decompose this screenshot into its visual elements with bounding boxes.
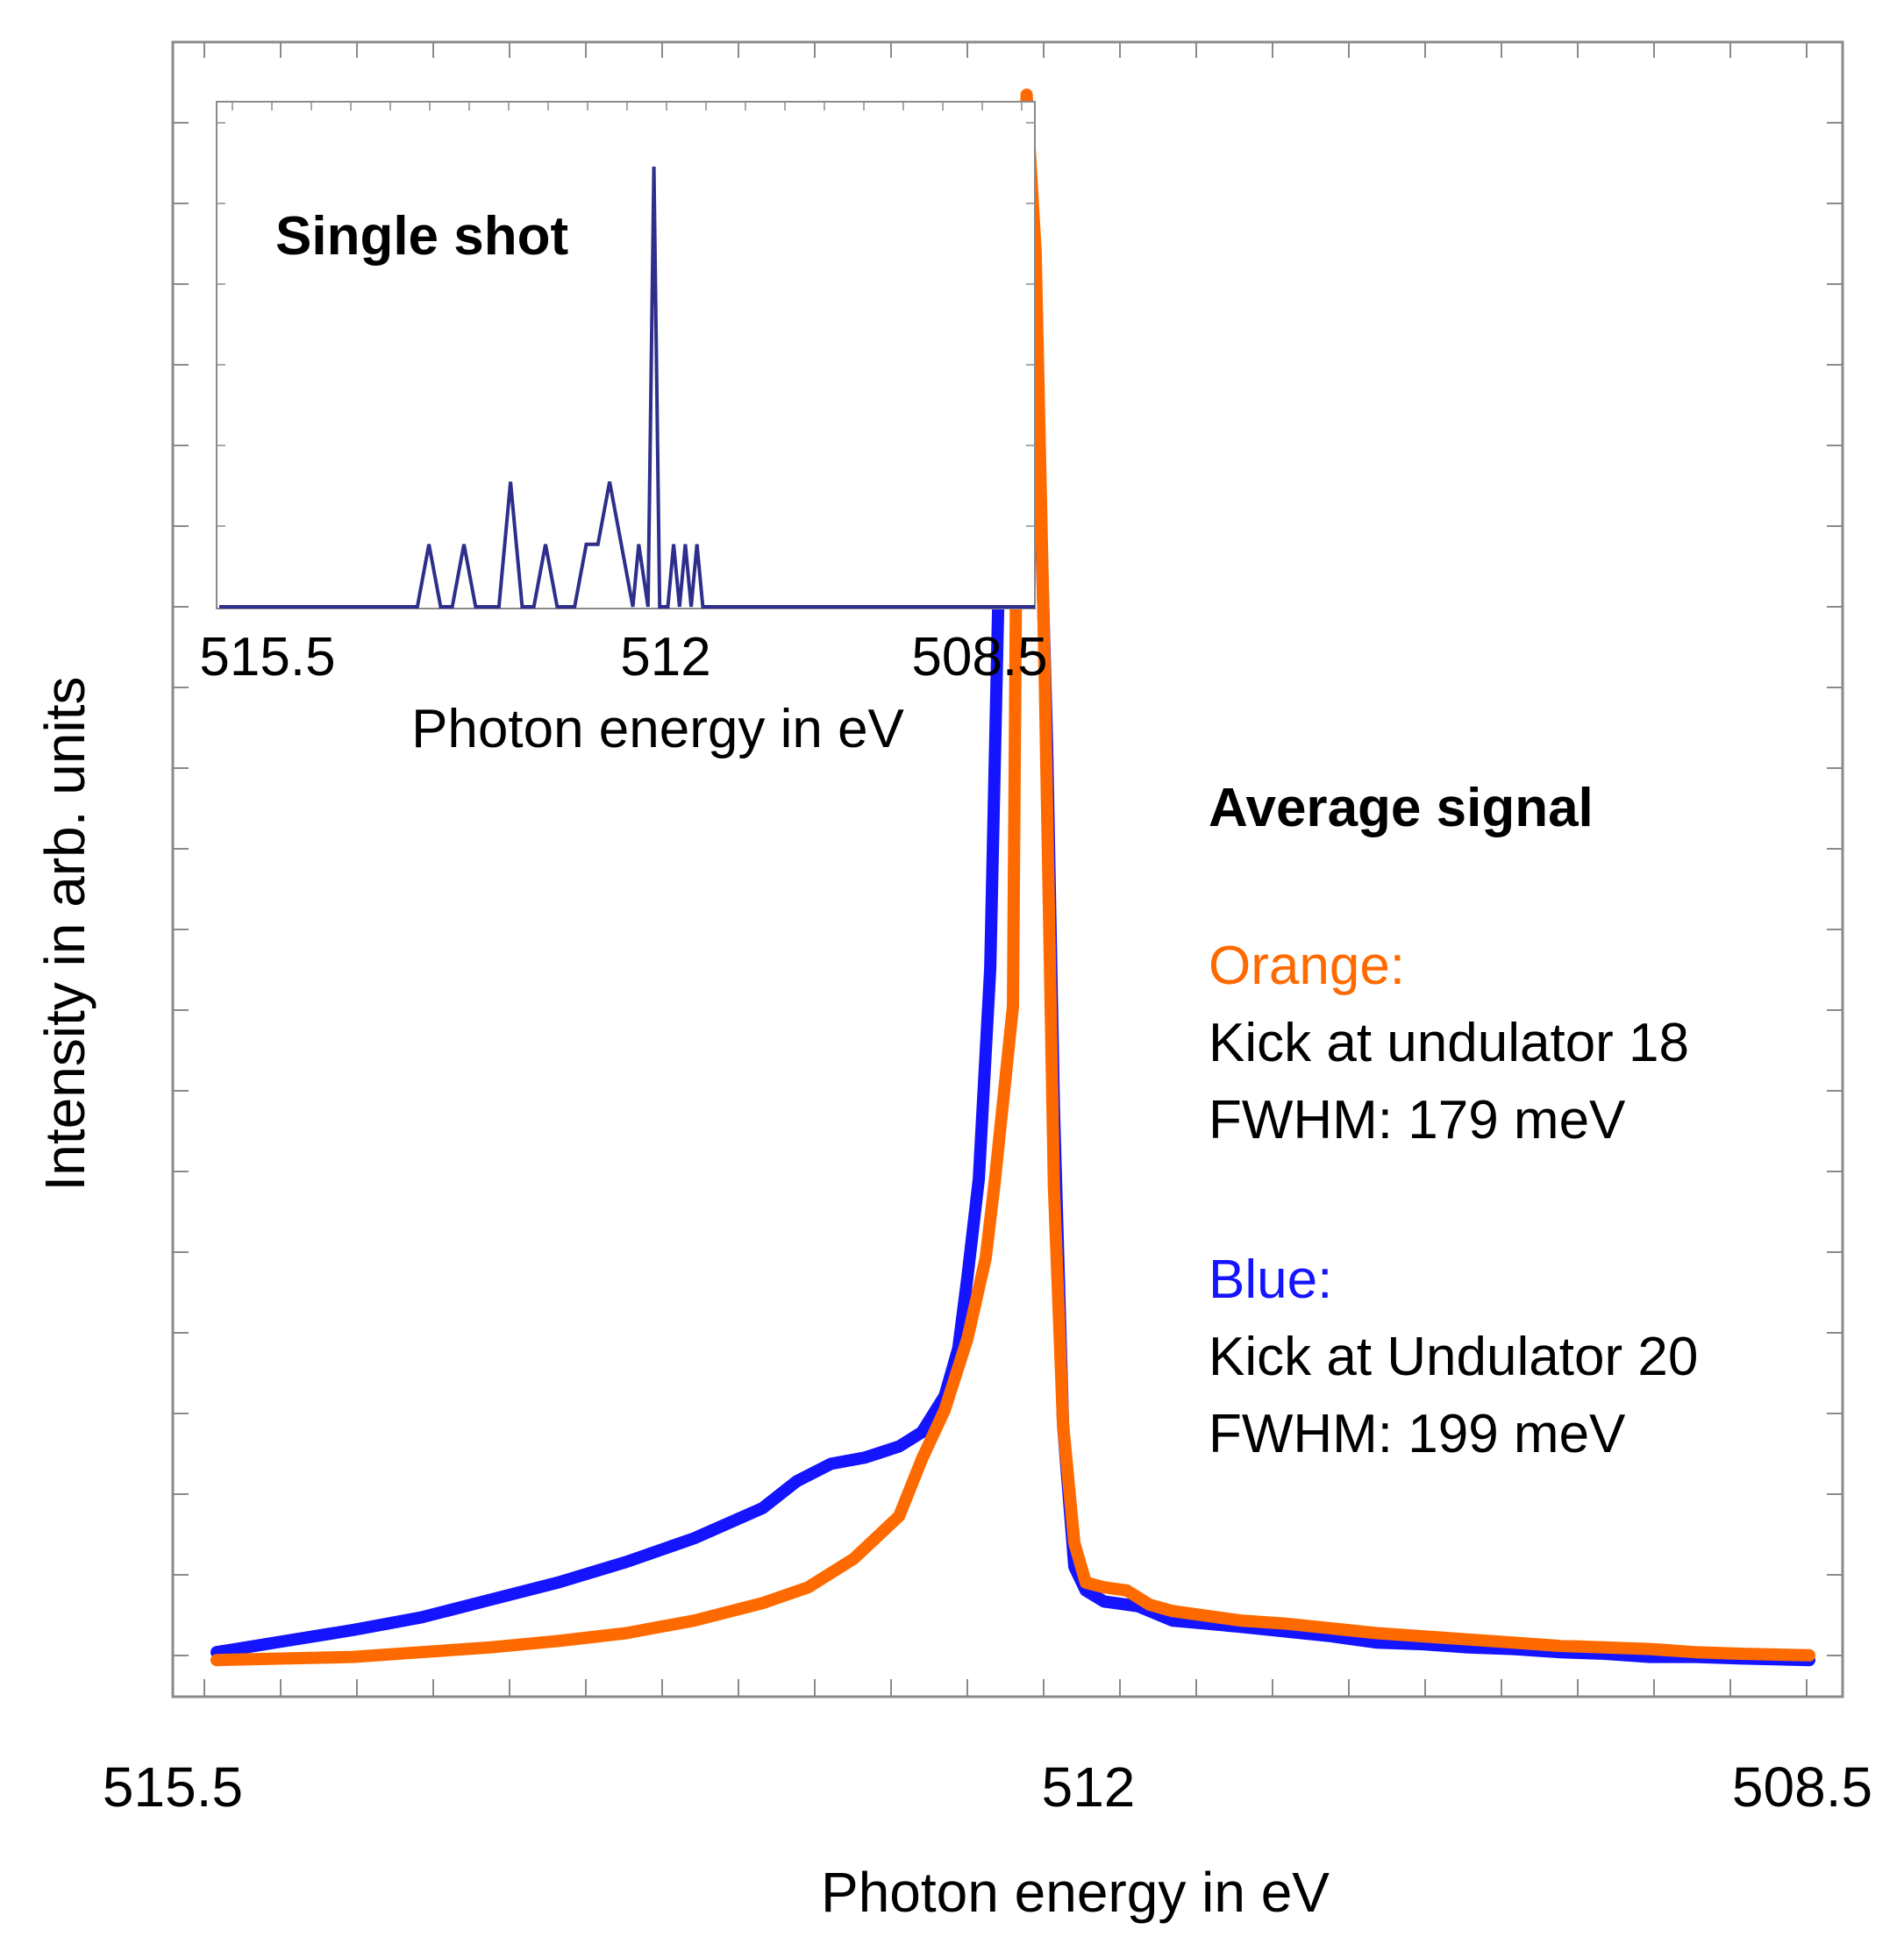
- inset-x-tick-label: 508.5: [911, 627, 1047, 687]
- main-x-axis-label: Photon energy in eV: [821, 1861, 1330, 1924]
- inset-series-group: [219, 166, 1035, 609]
- inset-single-shot-line: [219, 166, 1035, 609]
- main-x-tick-label: 512: [1042, 1755, 1136, 1819]
- legend-heading: Average signal: [1209, 778, 1594, 838]
- legend-orange-label: Orange:: [1209, 936, 1405, 996]
- main-plot-frame: [171, 40, 1844, 1698]
- legend-blue-label: Blue:: [1209, 1250, 1332, 1310]
- inset-x-tick-label: 515.5: [199, 627, 335, 687]
- legend-orange-line: Kick at undulator 18: [1209, 1013, 1689, 1073]
- legend-blue-line: FWHM: 199 meV: [1209, 1404, 1626, 1464]
- main-x-tick-label: 515.5: [103, 1755, 243, 1819]
- inset-x-tick-label: 512: [620, 627, 710, 687]
- inset-axis-ticks: [217, 102, 1035, 527]
- inset-plot-frame: [216, 101, 1036, 609]
- series-orange-line: [210, 89, 1815, 1667]
- inset-plot: Single shot 515.5 512 508.5 Photon energ…: [199, 101, 1048, 759]
- legend-orange-line: FWHM: 179 meV: [1209, 1090, 1626, 1150]
- legend-blue-line: Kick at Undulator 20: [1209, 1327, 1698, 1387]
- main-y-axis-label: Intensity in arb. units: [33, 677, 96, 1192]
- inset-title: Single shot: [275, 206, 568, 267]
- main-x-tick-label: 508.5: [1732, 1755, 1872, 1819]
- legend: Average signal Orange: Kick at undulator…: [1209, 778, 1698, 1464]
- inset-x-axis-label: Photon energy in eV: [411, 699, 904, 759]
- main-axis-ticks: [173, 42, 1843, 1697]
